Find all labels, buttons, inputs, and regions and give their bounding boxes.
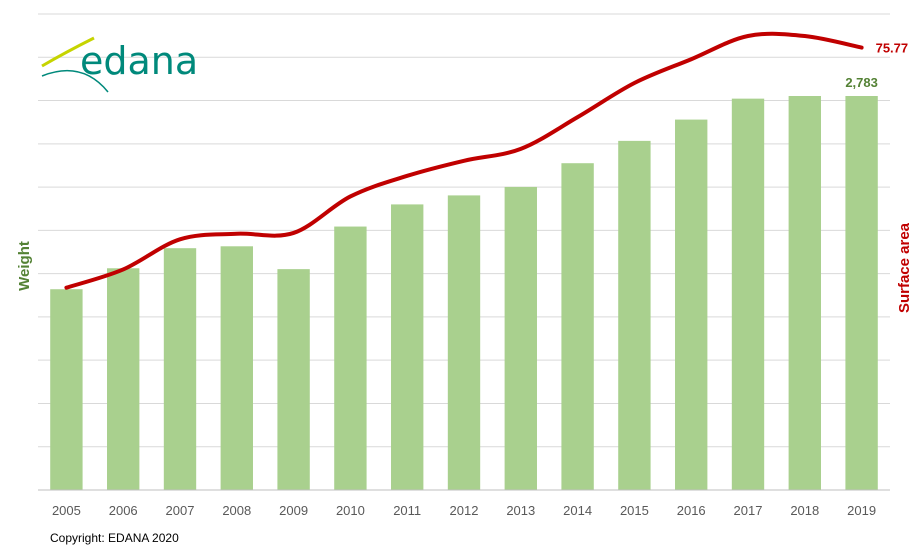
- line-series-surface-area: [64, 31, 864, 290]
- line-data-label: 75.77: [876, 41, 909, 56]
- logo-arc-icon: [41, 69, 109, 93]
- logo-text: edana: [80, 39, 198, 83]
- x-tick-label: 2005: [52, 503, 81, 518]
- bar-2005: [50, 289, 83, 490]
- bar-2019: [845, 96, 878, 490]
- bar-2010: [334, 226, 367, 490]
- x-tick-label: 2010: [336, 503, 365, 518]
- x-tick-label: 2006: [109, 503, 138, 518]
- bar-series: [50, 96, 878, 491]
- bar-2017: [731, 98, 765, 491]
- x-tick-label: 2012: [450, 503, 479, 518]
- x-tick-label: 2019: [847, 503, 876, 518]
- x-tick-label: 2009: [279, 503, 308, 518]
- bar-2011: [391, 204, 424, 490]
- bar-2015: [618, 140, 651, 490]
- copyright-text: Copyright: EDANA 2020: [50, 531, 179, 545]
- bar-2012: [447, 195, 481, 490]
- x-tick-label: 2011: [393, 503, 421, 518]
- x-tick-label: 2017: [734, 503, 763, 518]
- bar-2007: [163, 248, 197, 490]
- x-tick-labels: 2005 2006 2007 2008 2009 2010 2011 2012 2013 2014…: [52, 503, 876, 518]
- bar-2016: [675, 119, 708, 491]
- bar-2006: [107, 268, 140, 490]
- data-labels: 2,783 75.77: [845, 41, 908, 90]
- bar-2018: [788, 96, 821, 490]
- x-tick-label: 2018: [790, 503, 819, 518]
- x-tick-label: 2014: [563, 503, 592, 518]
- bar-2013: [504, 186, 537, 490]
- x-tick-label: 2015: [620, 503, 649, 518]
- edana-logo: edana: [41, 36, 198, 93]
- y-axis-title-right: Surface area: [896, 222, 913, 313]
- x-tick-label: 2008: [222, 503, 251, 518]
- bar-2008: [220, 246, 253, 490]
- logo-swoosh-icon: [41, 36, 95, 68]
- bar-data-label: 2,783: [845, 75, 878, 90]
- x-tick-label: 2007: [166, 503, 195, 518]
- x-tick-label: 2013: [506, 503, 535, 518]
- x-tick-label: 2016: [677, 503, 706, 518]
- y-axis-title-left: Weight: [16, 241, 33, 291]
- bar-2009: [277, 269, 310, 490]
- bar-2014: [561, 163, 594, 491]
